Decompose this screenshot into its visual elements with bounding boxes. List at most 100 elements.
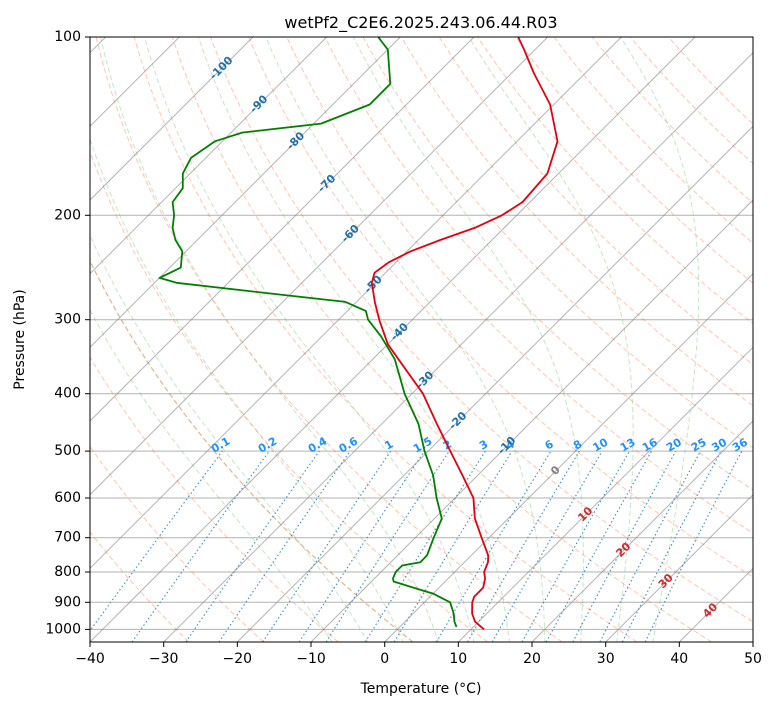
mixing-ratio-label: 6 <box>543 437 556 452</box>
mixing-ratio-label: 13 <box>618 436 638 455</box>
mixing-ratio-line-5 <box>298 450 425 642</box>
line-labels: 0.1 0.2 0.4 0.6 1 1.5 2 3 4 6 8 10 13 16 20 25 30 36-100-… <box>207 53 750 620</box>
y-tick-label: 300 <box>54 312 81 328</box>
x-tick-label: 0 <box>380 651 389 667</box>
dry-adiabat-line-0 <box>90 531 190 642</box>
isotherm-line <box>90 37 549 496</box>
mixing-ratio-label: 16 <box>640 435 660 454</box>
y-tick-label: 500 <box>54 443 81 459</box>
y-tick-label: 600 <box>54 490 81 506</box>
dry-adiabat-line-2 <box>90 356 339 642</box>
dry-adiabat-line-8 <box>210 37 753 623</box>
dry-adiabat-line-3 <box>90 259 414 642</box>
mixing-ratio-label: 3 <box>477 438 490 453</box>
x-tick-label: 50 <box>744 651 762 667</box>
y-tick-label: 800 <box>54 564 81 580</box>
mixing-ratio-line-17 <box>644 450 743 642</box>
dry-adiabat-line-17 <box>553 37 753 244</box>
dry-adiabat-line-12 <box>362 37 753 449</box>
dewpoint-profile-line <box>158 37 458 628</box>
isotherm-line <box>90 37 622 570</box>
moist-adiabat-line-6 <box>265 37 546 642</box>
profile-series <box>158 37 559 631</box>
mixing-ratio-line-2 <box>185 450 320 642</box>
isotherm-line <box>310 199 753 642</box>
dry-adiabat-line-7 <box>171 37 712 642</box>
mixing-ratio-line-15 <box>599 450 701 642</box>
y-tick-label: 700 <box>54 530 81 546</box>
x-tick-label: 30 <box>597 651 615 667</box>
x-tick-label: −30 <box>149 651 179 667</box>
isotherm-line <box>678 567 753 642</box>
isotherm-line <box>90 37 254 201</box>
isotherm-line <box>605 493 753 642</box>
mixing-ratio-line-12 <box>521 450 630 642</box>
y-tick-label: 900 <box>54 594 81 610</box>
mixing-ratio-label: 36 <box>730 435 750 454</box>
x-tick-label: −40 <box>75 651 105 667</box>
mixing-ratio-label: 0.6 <box>337 434 361 455</box>
moist-adiabat-line-0 <box>90 308 333 642</box>
dry-adiabat-line-4 <box>90 150 488 642</box>
dry-adiabat-line-14 <box>438 37 753 366</box>
moist-adiabat-line-1 <box>90 234 369 642</box>
moist-adiabat-line-9 <box>620 37 700 642</box>
x-tick-label: 20 <box>523 651 541 667</box>
isotherm-line <box>90 37 401 349</box>
mixing-ratio-line-14 <box>572 450 677 642</box>
moist-adiabat-line-8 <box>468 37 634 642</box>
x-tick-label: −20 <box>223 651 253 667</box>
background-lines <box>90 37 753 642</box>
isotherm-line <box>531 420 753 642</box>
moist-adiabat-line-7 <box>352 37 584 642</box>
moist-adiabat-line-4 <box>144 37 475 642</box>
mixing-ratio-label: 30 <box>709 435 729 454</box>
mixing-ratio-line-13 <box>545 450 653 642</box>
mixing-ratio-line-6 <box>325 450 450 642</box>
y-axis-title: Pressure (hPa) <box>12 289 28 389</box>
dry-adiabat-line-11 <box>324 37 753 491</box>
mixing-ratio-label: 0.4 <box>306 434 330 455</box>
mixing-ratio-label: 20 <box>664 435 684 454</box>
mixing-ratio-line-8 <box>393 450 513 642</box>
dry-adiabat-emphasis-line <box>90 259 414 642</box>
y-tick-label: 400 <box>54 386 81 402</box>
dry-adiabat-line-9 <box>248 37 753 578</box>
x-tick-label: 40 <box>670 651 688 667</box>
moist-adiabat-line-3 <box>100 37 440 642</box>
dry-adiabat-line-1 <box>90 445 264 642</box>
x-axis: −40 −30 −20 −10 0 10 20 30 40 50 <box>75 642 762 667</box>
y-tick-label: 100 <box>54 29 81 45</box>
dry-adiabat-line-13 <box>400 37 753 407</box>
dry-adiabat-line-20 <box>668 37 753 125</box>
isotherm-line <box>163 51 753 642</box>
moist-adiabat-line-2 <box>90 137 404 642</box>
y-tick-label: 1000 <box>45 621 81 637</box>
isotherm-line <box>90 37 475 422</box>
dry-adiabat-line-5 <box>95 37 563 642</box>
dry-adiabat-line-6 <box>133 37 638 642</box>
mixing-ratio-line-1 <box>131 450 270 642</box>
mixing-ratio-line-3 <box>218 450 351 642</box>
mixing-ratio-line-4 <box>262 450 392 642</box>
mixing-ratio-label: 25 <box>689 436 709 455</box>
isotherm-line <box>236 125 753 642</box>
temperature-profile-line <box>370 37 559 631</box>
isotherm-line <box>90 37 696 642</box>
plot-frame <box>89 36 754 643</box>
chart-title: wetPf2_C2E6.2025.243.06.44.R03 <box>284 13 557 33</box>
y-tick-label: 200 <box>54 207 81 223</box>
mixing-ratio-label: 10 <box>590 435 610 454</box>
dry-adiabat-line-16 <box>515 37 753 284</box>
x-axis-title: Temperature (°C) <box>360 681 482 697</box>
x-tick-label: 10 <box>449 651 467 667</box>
x-tick-label: −10 <box>296 651 326 667</box>
isotherm-line <box>457 346 753 642</box>
mixing-ratio-line-0 <box>90 450 223 632</box>
isotherm-line <box>384 272 753 642</box>
isotherm-line <box>752 641 753 642</box>
mixing-ratio-label: 1 <box>382 438 395 453</box>
mixing-ratio-label: 0.1 <box>209 435 232 456</box>
y-axis: 1000 900 800 700 600 500 400 300 200 100 <box>45 29 90 637</box>
